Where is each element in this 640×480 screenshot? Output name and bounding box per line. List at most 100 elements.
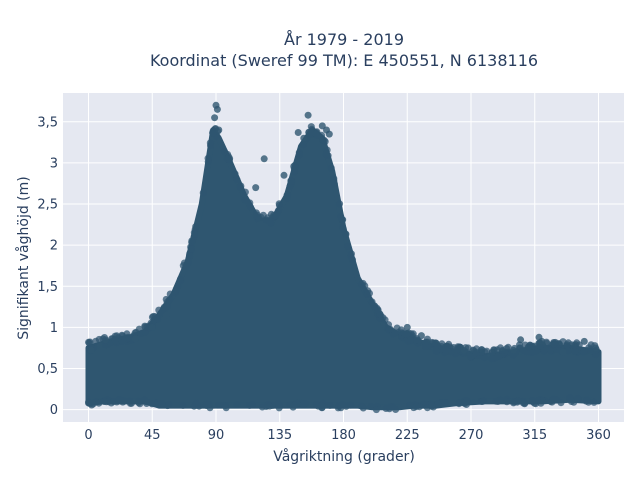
scatter-point — [312, 130, 320, 138]
scatter-point — [284, 191, 292, 199]
scatter-point — [322, 150, 330, 158]
scatter-point — [437, 343, 445, 350]
scatter-point — [488, 355, 496, 363]
scatter-point — [349, 256, 356, 264]
scatter-point — [467, 353, 475, 361]
scatter-point — [158, 400, 166, 407]
y-tick-label: 0,5 — [37, 362, 58, 377]
scatter-point — [590, 398, 598, 406]
scatter-point — [339, 400, 347, 408]
x-tick-label: 45 — [144, 428, 161, 443]
data-layer — [85, 101, 602, 414]
scatter-point — [95, 399, 103, 407]
scatter-point — [102, 336, 109, 344]
scatter-point — [386, 403, 394, 411]
scatter-point — [148, 400, 156, 408]
scatter-point — [85, 399, 92, 407]
scatter-point — [510, 346, 517, 354]
scatter-point — [255, 214, 263, 222]
scatter-point — [236, 183, 244, 191]
scatter-point — [304, 111, 312, 119]
scatter-point — [192, 223, 200, 231]
scatter-point — [231, 170, 239, 178]
x-tick-layer: 0 45 90 135 180 225 270 315 360 — [84, 428, 611, 443]
scatter-point — [115, 396, 123, 403]
scatter-point — [386, 325, 394, 333]
scatter-point — [291, 401, 298, 409]
scatter-point — [246, 203, 254, 211]
y-tick-label: 0 — [50, 403, 58, 418]
scatter-point — [570, 341, 578, 349]
chart-title-line1: År 1979 - 2019 — [284, 30, 404, 49]
scatter-point — [402, 330, 410, 338]
scatter-point — [179, 401, 187, 409]
scatter-point — [563, 341, 571, 349]
scatter-point — [206, 139, 214, 147]
scatter-point — [381, 316, 389, 324]
scatter-point — [431, 339, 438, 347]
scatter-point — [478, 398, 486, 405]
scatter-point — [321, 138, 329, 146]
scatter-point — [481, 354, 488, 362]
scatter-point — [592, 344, 600, 352]
x-tick-label: 315 — [522, 428, 547, 443]
scatter-point — [434, 400, 442, 408]
scatter-point — [141, 396, 148, 404]
scatter-point — [423, 404, 431, 412]
x-tick-label: 270 — [459, 428, 484, 443]
scatter-point — [364, 287, 372, 295]
scatter-point — [241, 196, 249, 204]
scatter-point — [422, 343, 429, 350]
scatter-point — [215, 401, 223, 409]
scatter-point — [213, 105, 221, 113]
scatter-point — [107, 399, 115, 407]
scatter-point — [160, 303, 168, 311]
y-tick-label: 3,5 — [37, 115, 58, 130]
scatter-point — [519, 346, 527, 354]
scatter-point — [586, 346, 594, 354]
scatter-point — [406, 401, 414, 409]
scatter-point — [226, 155, 234, 163]
scatter-point — [166, 290, 174, 298]
scatter-point — [417, 332, 425, 340]
y-axis-label: Signifikant våghöjd (m) — [15, 176, 32, 339]
scatter-point — [483, 347, 491, 355]
scatter-point — [376, 310, 384, 318]
scatter-point — [266, 402, 273, 410]
scatter-point — [358, 402, 365, 410]
scatter-point — [537, 399, 545, 407]
scatter-point — [442, 399, 450, 406]
scatter-point — [209, 129, 217, 137]
scatter-point — [407, 337, 414, 344]
scatter-point — [330, 175, 338, 183]
scatter-point — [131, 335, 139, 343]
scatter-point — [111, 335, 119, 343]
scatter-point — [432, 347, 440, 355]
scatter-point — [291, 168, 299, 176]
scatter-point — [272, 212, 279, 220]
scatter-point — [176, 275, 184, 283]
x-tick-label: 90 — [208, 428, 225, 443]
scatter-point — [135, 397, 143, 405]
scatter-point — [128, 399, 135, 407]
scatter-point — [503, 398, 511, 406]
scatter-point — [368, 298, 376, 306]
scatter-point — [472, 349, 480, 357]
scatter-point — [339, 216, 347, 224]
x-tick-label: 135 — [267, 428, 292, 443]
scatter-point — [191, 230, 199, 238]
scatter-point — [538, 337, 546, 345]
scatter-point — [165, 400, 173, 408]
scatter-point — [192, 399, 200, 407]
scatter-point — [252, 184, 260, 192]
y-tick-label: 1 — [50, 321, 58, 336]
scatter-point — [299, 401, 307, 409]
scatter-point — [412, 403, 420, 411]
scatter-point — [574, 394, 582, 402]
scatter-point — [326, 401, 334, 409]
scatter-point — [260, 155, 268, 163]
scatter-point — [295, 151, 303, 159]
scatter-point — [149, 312, 157, 320]
scatter-point — [220, 401, 227, 409]
